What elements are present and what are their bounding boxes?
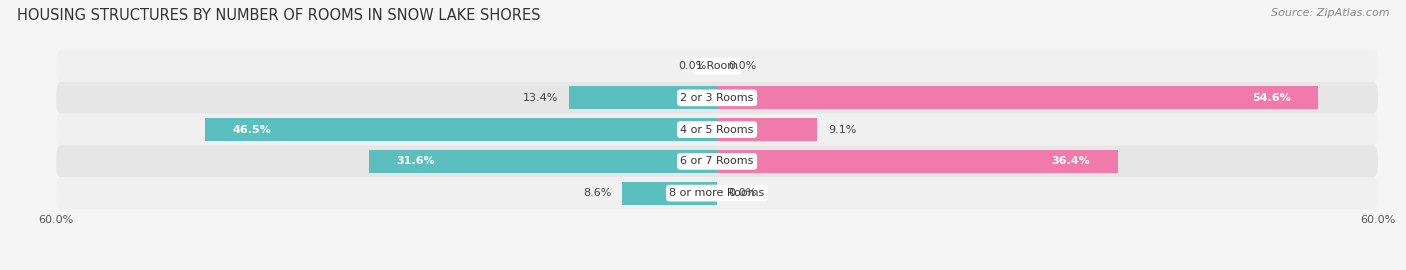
Text: 46.5%: 46.5% <box>232 124 271 135</box>
Text: 1 Room: 1 Room <box>696 61 738 71</box>
FancyBboxPatch shape <box>56 146 1378 177</box>
Text: 8 or more Rooms: 8 or more Rooms <box>669 188 765 198</box>
FancyBboxPatch shape <box>56 82 1378 114</box>
Text: 13.4%: 13.4% <box>523 93 558 103</box>
Bar <box>717 86 1319 109</box>
Text: 0.0%: 0.0% <box>728 61 756 71</box>
Text: 8.6%: 8.6% <box>583 188 612 198</box>
Bar <box>569 86 717 109</box>
Text: 6 or 7 Rooms: 6 or 7 Rooms <box>681 156 754 166</box>
Bar <box>368 150 717 173</box>
Text: 0.0%: 0.0% <box>678 61 706 71</box>
FancyBboxPatch shape <box>56 114 1378 146</box>
Legend: Owner-occupied, Renter-occupied: Owner-occupied, Renter-occupied <box>593 266 841 270</box>
FancyBboxPatch shape <box>56 50 1378 82</box>
Text: 54.6%: 54.6% <box>1253 93 1291 103</box>
Text: 2 or 3 Rooms: 2 or 3 Rooms <box>681 93 754 103</box>
Text: 0.0%: 0.0% <box>728 188 756 198</box>
FancyBboxPatch shape <box>56 177 1378 209</box>
Text: 36.4%: 36.4% <box>1052 156 1091 166</box>
Text: 9.1%: 9.1% <box>828 124 856 135</box>
Bar <box>717 150 1118 173</box>
Text: Source: ZipAtlas.com: Source: ZipAtlas.com <box>1271 8 1389 18</box>
Text: HOUSING STRUCTURES BY NUMBER OF ROOMS IN SNOW LAKE SHORES: HOUSING STRUCTURES BY NUMBER OF ROOMS IN… <box>17 8 540 23</box>
Bar <box>623 182 717 205</box>
Bar <box>717 118 817 141</box>
Bar <box>205 118 717 141</box>
Text: 31.6%: 31.6% <box>396 156 436 166</box>
Text: 4 or 5 Rooms: 4 or 5 Rooms <box>681 124 754 135</box>
